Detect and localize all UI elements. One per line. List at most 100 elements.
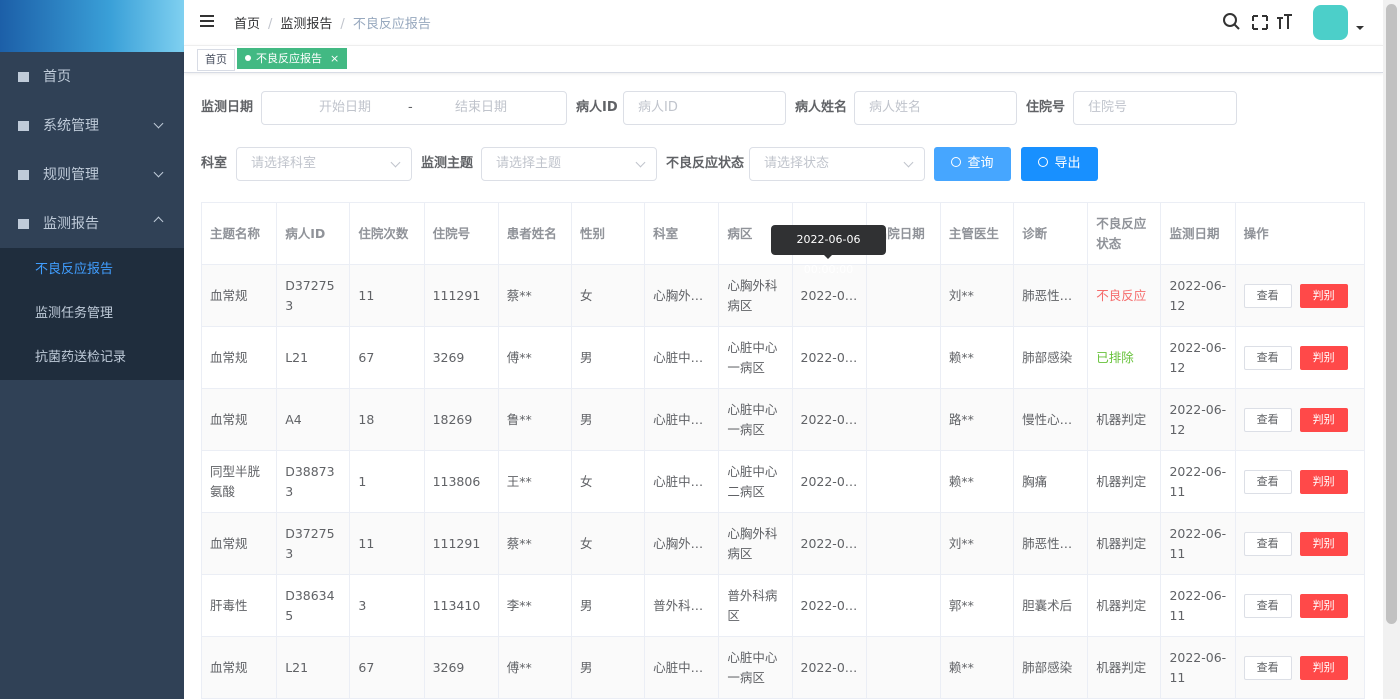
table-cell: D372753 bbox=[276, 264, 351, 327]
view-button[interactable]: 查看 bbox=[1243, 345, 1292, 370]
status-cell: 机器判定 bbox=[1087, 574, 1162, 637]
table-cell: 2022-06-12 bbox=[1160, 264, 1236, 327]
table-cell: 胆囊术后 bbox=[1013, 574, 1089, 637]
table-cell: 男 bbox=[570, 326, 646, 389]
text-input[interactable]: 住院号 bbox=[1073, 91, 1237, 125]
menu-arrow bbox=[153, 167, 164, 178]
view-button[interactable]: 查看 bbox=[1243, 531, 1292, 556]
table-cell: L21 bbox=[276, 326, 351, 389]
view-button[interactable]: 查看 bbox=[1243, 407, 1292, 432]
table-row: 肝毒性 D386345 3 113410 李** 男普外科… 普外科病区 2022-0… 郭**… bbox=[200, 574, 1366, 637]
table-cell: 113806 bbox=[423, 450, 499, 513]
separator: / bbox=[340, 17, 345, 32]
filter-label: 监测日期 bbox=[201, 100, 254, 115]
status-cell: 机器判定 bbox=[1087, 450, 1162, 513]
action-cell: 查看 判别 bbox=[1234, 636, 1366, 699]
filter-label: 监测主题 bbox=[421, 156, 474, 171]
hamburger[interactable] bbox=[200, 15, 214, 17]
tag-dot bbox=[245, 55, 251, 61]
table-cell: 李** bbox=[497, 574, 572, 637]
table-cell: 2022-06-12 bbox=[1160, 388, 1236, 451]
breadcrumb: 首页 / 监测报告 / 不良反应报告 bbox=[234, 13, 431, 32]
end-placeholder: 结束日期 bbox=[455, 100, 508, 115]
table-cell: 郭** bbox=[939, 574, 1015, 637]
filter-label: 不良反应状态 bbox=[666, 156, 745, 171]
table-cell: 11 bbox=[349, 264, 425, 327]
scrollbar bbox=[1383, 0, 1400, 699]
judge-button[interactable]: 判别 bbox=[1299, 283, 1348, 308]
table-cell: 鲁** bbox=[497, 388, 572, 451]
select-input[interactable]: 请选择状态 bbox=[749, 147, 925, 181]
judge-button[interactable]: 判别 bbox=[1299, 407, 1348, 432]
table-cell: L21 bbox=[276, 636, 351, 699]
tag-active[interactable]: 不良反应报告 × bbox=[237, 48, 348, 69]
menu-item[interactable]: 规则管理 bbox=[0, 151, 184, 199]
select-input[interactable]: 请选择主题 bbox=[481, 147, 657, 181]
breadcrumb-item: 不良反应报告 bbox=[352, 17, 431, 32]
table-cell: 刘** bbox=[939, 264, 1015, 327]
column-header: 操作 bbox=[1234, 202, 1366, 265]
table-cell: 心脏中心一病区 bbox=[718, 326, 793, 389]
table-cell: 2022-0… bbox=[791, 636, 867, 699]
date-range[interactable]: 开始日期 - 结束日期 bbox=[261, 91, 567, 125]
menu-label: 系统管理 bbox=[43, 118, 99, 134]
select-input[interactable]: 请选择科室 bbox=[236, 147, 412, 181]
table-cell bbox=[865, 450, 941, 513]
judge-button[interactable]: 判别 bbox=[1299, 345, 1348, 370]
column-header: 主管医生 bbox=[939, 202, 1015, 265]
tag[interactable]: 首页 bbox=[197, 49, 235, 71]
caret bbox=[1356, 26, 1364, 34]
view-button[interactable]: 查看 bbox=[1243, 283, 1292, 308]
menu-item[interactable]: 系统管理 bbox=[0, 102, 184, 150]
judge-button[interactable]: 判别 bbox=[1299, 531, 1348, 556]
table-cell: 2022-06-11 bbox=[1160, 512, 1236, 575]
select-arrow bbox=[635, 157, 646, 168]
table-cell: 血常规 bbox=[200, 388, 278, 451]
text-input[interactable]: 病人ID bbox=[623, 91, 786, 125]
table-cell: 心胸外科病区 bbox=[718, 264, 793, 327]
table-cell: D388733 bbox=[276, 450, 351, 513]
table-cell: 18269 bbox=[423, 388, 499, 451]
table-cell: 11 bbox=[349, 512, 425, 575]
table-cell: 肺部感染 bbox=[1013, 636, 1089, 699]
action-cell: 查看 判别 bbox=[1234, 512, 1366, 575]
table-cell: 113410 bbox=[423, 574, 499, 637]
filter-label: 科室 bbox=[201, 156, 228, 171]
status-cell: 机器判定 bbox=[1087, 388, 1162, 451]
table-cell: 2022-0… bbox=[791, 326, 867, 389]
status-cell: 机器判定 bbox=[1087, 512, 1162, 575]
column-header: 监测日期 bbox=[1160, 202, 1236, 265]
view-button[interactable]: 查看 bbox=[1243, 593, 1292, 618]
judge-button[interactable]: 判别 bbox=[1299, 469, 1348, 494]
judge-button[interactable]: 判别 bbox=[1299, 655, 1348, 680]
submenu-item[interactable]: 不良反应报告 bbox=[35, 262, 114, 277]
separator: / bbox=[268, 17, 273, 32]
button-icon bbox=[1038, 157, 1049, 167]
view-button[interactable]: 查看 bbox=[1243, 469, 1292, 494]
table-cell: 18 bbox=[349, 388, 425, 451]
button[interactable]: 查询 bbox=[934, 147, 1011, 181]
select-arrow bbox=[390, 157, 401, 168]
button[interactable]: 导出 bbox=[1021, 147, 1098, 181]
start-placeholder: 开始日期 bbox=[319, 100, 372, 115]
submenu-item[interactable]: 抗菌药送检记录 bbox=[35, 350, 127, 365]
breadcrumb-item[interactable]: 首页 bbox=[234, 17, 261, 32]
table-cell: 心脏中… bbox=[644, 636, 720, 699]
judge-button[interactable]: 判别 bbox=[1299, 593, 1348, 618]
table-cell: 男 bbox=[570, 574, 646, 637]
breadcrumb-item[interactable]: 监测报告 bbox=[280, 17, 333, 32]
table-cell: 心胸外… bbox=[644, 264, 720, 327]
menu-item[interactable]: 监测报告 bbox=[0, 200, 184, 248]
avatar[interactable] bbox=[1313, 5, 1348, 40]
tooltip-arrow bbox=[823, 254, 833, 264]
nav-icons bbox=[1223, 13, 1292, 30]
column-header: 主题名称 bbox=[200, 202, 278, 265]
table-cell: 普外科病区 bbox=[718, 574, 793, 637]
table-cell: 2022-06-12 bbox=[1160, 326, 1236, 389]
text-input[interactable]: 病人姓名 bbox=[854, 91, 1017, 125]
menu-item[interactable]: 首页 bbox=[0, 53, 184, 101]
tag-close: × bbox=[330, 52, 340, 65]
submenu-item[interactable]: 监测任务管理 bbox=[35, 306, 114, 321]
view-button[interactable]: 查看 bbox=[1243, 655, 1292, 680]
